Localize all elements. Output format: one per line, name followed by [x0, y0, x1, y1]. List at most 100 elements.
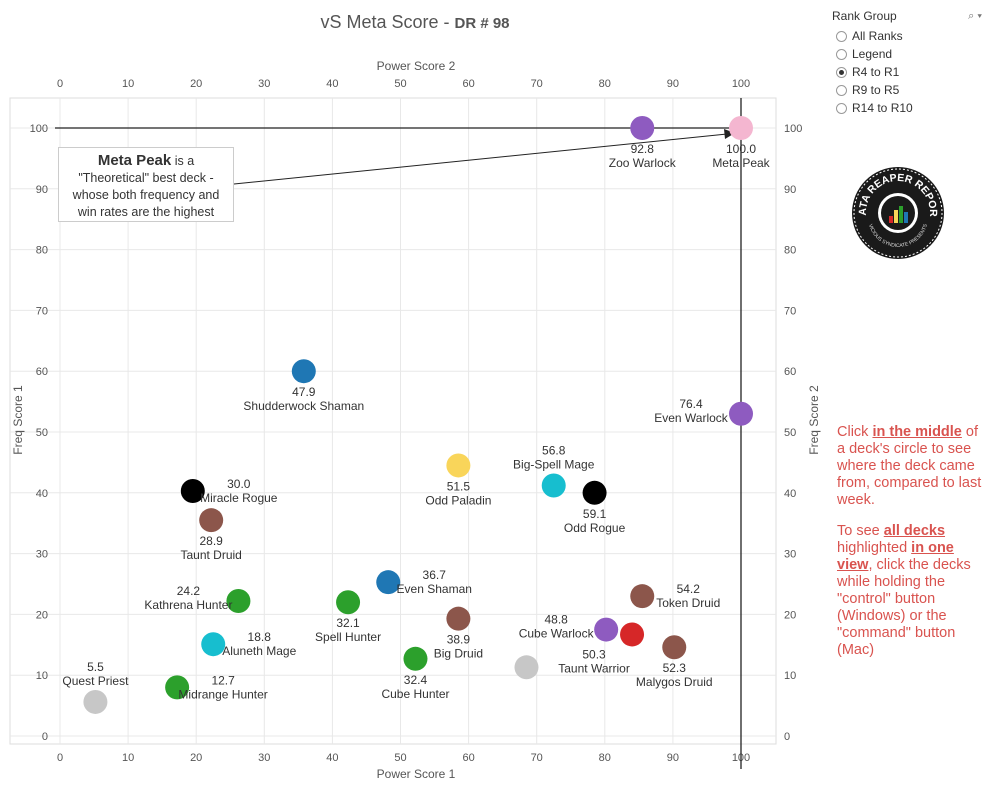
- radio-button[interactable]: [836, 102, 847, 114]
- x-axis-label-bottom: Power Score 1: [377, 767, 456, 781]
- y-axis-label-left: Freq Score 1: [11, 385, 25, 455]
- deck-point[interactable]: [446, 453, 471, 478]
- instructions-paragraph-1: Click in the middle of a deck's circle t…: [837, 424, 987, 509]
- y-tick-right: 90: [784, 184, 796, 196]
- y-tick-left: 60: [36, 366, 48, 378]
- point-name-label: Taunt Warrior: [558, 661, 630, 675]
- x-tick-bottom: 60: [462, 752, 474, 764]
- note-text: , click the decks while holding the "con…: [837, 557, 971, 658]
- point-value-label: 32.4: [404, 673, 428, 687]
- search-icon[interactable]: ⌕: [968, 9, 975, 22]
- rank-option-label: R14 to R10: [852, 101, 913, 115]
- rank-option-label: Legend: [852, 47, 893, 61]
- point-name-label: Shudderwock Shaman: [243, 399, 364, 413]
- deck-point[interactable]: [729, 116, 753, 140]
- y-tick-left: 50: [36, 427, 48, 439]
- x-tick-top: 0: [57, 78, 63, 90]
- point-name-label: Token Druid: [656, 596, 720, 610]
- x-tick-bottom: 40: [326, 752, 338, 764]
- x-tick-top: 90: [667, 78, 679, 90]
- deck-point[interactable]: [630, 116, 655, 140]
- point-name-label: Even Shaman: [397, 582, 472, 596]
- point-name-label: Kathrena Hunter: [144, 598, 232, 612]
- point-value-label: 48.8: [544, 613, 568, 627]
- y-tick-right: 60: [784, 366, 796, 378]
- rank-option[interactable]: All Ranks: [832, 27, 982, 45]
- deck-point[interactable]: [594, 617, 619, 642]
- x-tick-top: 40: [326, 78, 338, 90]
- x-tick-bottom: 30: [258, 752, 270, 764]
- title-text: vS Meta Score: [320, 12, 439, 32]
- point-value-label: 56.8: [542, 444, 566, 458]
- point-value-label: 38.9: [447, 633, 471, 647]
- y-tick-left: 70: [36, 305, 48, 317]
- y-tick-right: 40: [784, 488, 796, 500]
- point-name-label: Odd Paladin: [425, 493, 491, 507]
- deck-point[interactable]: [180, 478, 205, 503]
- deck-point[interactable]: [226, 589, 251, 614]
- y-axis-label-right: Freq Score 2: [807, 385, 821, 455]
- annotation-text-4: win rates are the highest: [77, 205, 215, 219]
- annotation-text-2: "Theoretical" best deck -: [78, 171, 214, 185]
- deck-point[interactable]: [662, 635, 687, 660]
- point-name-label: Cube Hunter: [381, 687, 449, 701]
- y-tick-right: 50: [784, 427, 796, 439]
- y-tick-left: 20: [36, 609, 48, 621]
- point-value-label: 24.2: [177, 584, 201, 598]
- radio-button[interactable]: [836, 66, 847, 78]
- y-tick-left: 30: [36, 549, 48, 561]
- rank-option[interactable]: R9 to R5: [832, 81, 982, 99]
- deck-point[interactable]: [541, 473, 566, 498]
- deck-point[interactable]: [201, 632, 226, 657]
- x-axis-label-top: Power Score 2: [377, 59, 456, 73]
- deck-point[interactable]: [403, 646, 428, 671]
- deck-point[interactable]: [620, 622, 645, 647]
- point-name-label: Even Warlock: [654, 411, 729, 425]
- rank-option[interactable]: R4 to R1: [832, 63, 982, 81]
- point-value-label: 28.9: [200, 534, 224, 548]
- deck-point[interactable]: [376, 570, 401, 595]
- point-name-label: Big Druid: [434, 647, 483, 661]
- deck-point[interactable]: [729, 401, 753, 426]
- note-emphasis: in one view: [837, 540, 954, 573]
- point-value-label: 59.1: [583, 507, 607, 521]
- deck-point[interactable]: [630, 584, 655, 609]
- rank-option[interactable]: R14 to R10: [832, 99, 982, 117]
- point-value-label: 51.5: [447, 479, 471, 493]
- annotation-text-1: is a: [171, 154, 195, 168]
- x-tick-top: 50: [394, 78, 406, 90]
- deck-point[interactable]: [83, 689, 108, 714]
- radio-button[interactable]: [836, 84, 847, 96]
- point-name-label: Odd Rogue: [564, 521, 626, 535]
- point-name-label: Cube Warlock: [519, 627, 595, 641]
- point-value-label: 12.7: [211, 673, 235, 687]
- deck-point[interactable]: [582, 480, 607, 505]
- point-name-label: Big-Spell Mage: [513, 458, 595, 472]
- annotation-arrowhead: [724, 129, 735, 139]
- y-tick-right: 0: [784, 731, 790, 743]
- point-name-label: Zoo Warlock: [609, 156, 677, 170]
- x-tick-top: 30: [258, 78, 270, 90]
- subtitle-text: DR # 98: [454, 15, 510, 32]
- point-name-label: Miracle Rogue: [200, 491, 278, 505]
- y-tick-right: 30: [784, 549, 796, 561]
- instructions-paragraph-2: To see all decks highlighted in one view…: [837, 523, 987, 659]
- deck-point[interactable]: [199, 508, 224, 533]
- deck-point[interactable]: [165, 675, 190, 700]
- deck-point[interactable]: [336, 590, 361, 615]
- deck-point[interactable]: [446, 606, 471, 631]
- deck-point[interactable]: [514, 655, 539, 680]
- x-tick-bottom: 50: [394, 752, 406, 764]
- point-name-label: Meta Peak: [712, 156, 770, 170]
- rank-option[interactable]: Legend: [832, 45, 982, 63]
- x-tick-top: 70: [531, 78, 543, 90]
- radio-button[interactable]: [836, 48, 847, 60]
- point-value-label: 32.1: [336, 616, 360, 630]
- radio-button[interactable]: [836, 30, 847, 42]
- note-text: To see: [837, 523, 884, 539]
- point-value-label: 50.3: [582, 647, 606, 661]
- x-tick-top: 80: [599, 78, 611, 90]
- deck-point[interactable]: [291, 359, 316, 384]
- filter-title: Rank Group: [832, 9, 897, 23]
- chevron-down-icon[interactable]: ▾: [977, 9, 982, 22]
